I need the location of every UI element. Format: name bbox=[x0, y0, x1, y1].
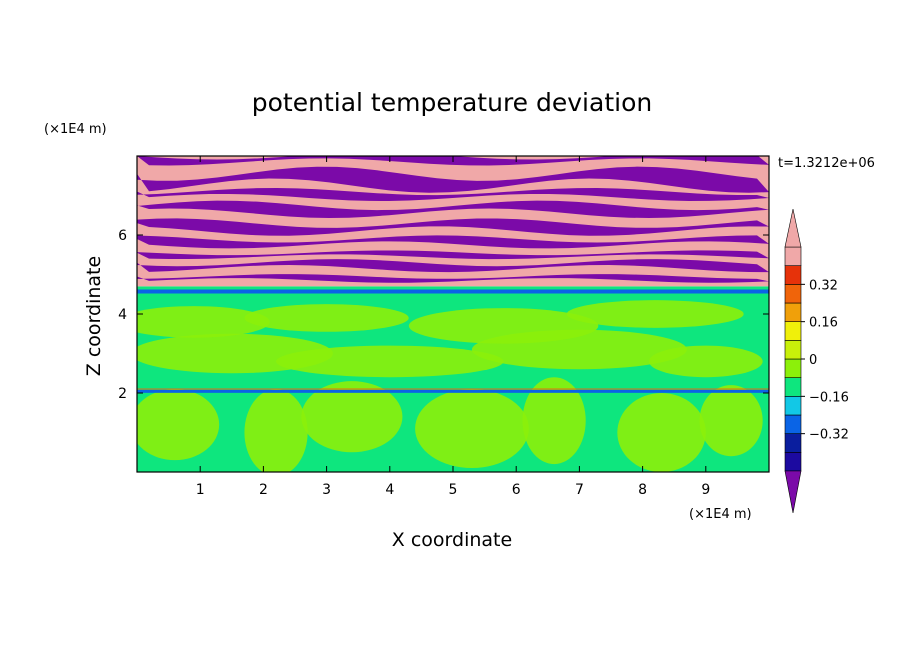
field-patch bbox=[137, 306, 270, 338]
x-tick-label: 1 bbox=[196, 482, 205, 498]
field-patch bbox=[276, 345, 504, 378]
colorbar-segment bbox=[784, 396, 802, 416]
x-tick-label: 5 bbox=[449, 482, 458, 498]
x-axis-label: X coordinate bbox=[392, 529, 512, 551]
chart-title: potential temperature deviation bbox=[252, 88, 652, 117]
y-axis-label: Z coordinate bbox=[83, 256, 105, 376]
stripe-band bbox=[137, 166, 769, 193]
colorbar-segment bbox=[784, 377, 802, 397]
colorbar-segment bbox=[784, 414, 802, 434]
field-patch bbox=[617, 393, 706, 472]
stripe-band bbox=[137, 188, 769, 201]
y-tick-label: 2 bbox=[118, 386, 127, 402]
x-tick-label: 3 bbox=[322, 482, 331, 498]
field-patch bbox=[522, 377, 586, 465]
y-unit-label: (×1E4 m) bbox=[44, 122, 107, 137]
stripe-band bbox=[137, 200, 769, 219]
colorbar-segment bbox=[784, 302, 802, 322]
field-patch bbox=[137, 389, 220, 461]
stripe-band bbox=[137, 250, 769, 260]
colorbar-segment bbox=[784, 433, 802, 453]
field-patch bbox=[566, 300, 744, 328]
field-patch bbox=[415, 389, 529, 469]
colorbar-segment bbox=[784, 358, 802, 378]
colorbar-segment bbox=[784, 340, 802, 360]
field-patch bbox=[301, 381, 403, 453]
colorbar-segment bbox=[784, 284, 802, 304]
field-patch bbox=[648, 345, 763, 378]
colorbar-segment bbox=[784, 321, 802, 341]
x-tick-label: 6 bbox=[512, 482, 521, 498]
colorbar-label: −0.16 bbox=[809, 390, 849, 405]
x-axis: 1 2 3 4 5 6 7 8 9 bbox=[196, 156, 710, 498]
y-tick-label: 4 bbox=[118, 307, 127, 323]
x-tick-label: 7 bbox=[575, 482, 584, 498]
stripe-band bbox=[137, 274, 769, 283]
colorbar-label: 0.32 bbox=[809, 278, 838, 293]
stripe-band bbox=[137, 259, 769, 273]
x-tick-label: 9 bbox=[701, 482, 710, 498]
x-tick-label: 2 bbox=[259, 482, 268, 498]
field-patch bbox=[408, 308, 599, 344]
x-tick-label: 8 bbox=[638, 482, 647, 498]
thin-layer bbox=[137, 388, 769, 390]
colorbar-min-arrow bbox=[784, 470, 802, 514]
colorbar-segment bbox=[784, 265, 802, 285]
thin-layer bbox=[137, 389, 769, 393]
colorbar-segment bbox=[784, 452, 802, 472]
time-label: t=1.3212e+06 bbox=[778, 156, 875, 171]
x-tick-label: 4 bbox=[385, 482, 394, 498]
colorbar-label: −0.32 bbox=[809, 428, 849, 443]
x-unit-label: (×1E4 m) bbox=[689, 507, 752, 522]
colorbar-label: 0.16 bbox=[809, 316, 838, 331]
colorbar-segment bbox=[784, 246, 802, 266]
field-patch bbox=[699, 385, 763, 457]
stripe-band bbox=[137, 235, 769, 249]
y-axis: 2 4 6 bbox=[118, 228, 769, 402]
colorbar-max-arrow bbox=[784, 208, 802, 248]
field-patch bbox=[244, 304, 409, 332]
field-patch bbox=[244, 389, 308, 472]
y-tick-label: 6 bbox=[118, 228, 127, 244]
stripe-band bbox=[137, 218, 769, 236]
colorbar: 0.32 0.16 0 −0.16 −0.32 bbox=[784, 208, 849, 514]
plot-area bbox=[137, 156, 769, 472]
thin-layer bbox=[137, 289, 769, 294]
colorbar-label: 0 bbox=[809, 353, 817, 368]
